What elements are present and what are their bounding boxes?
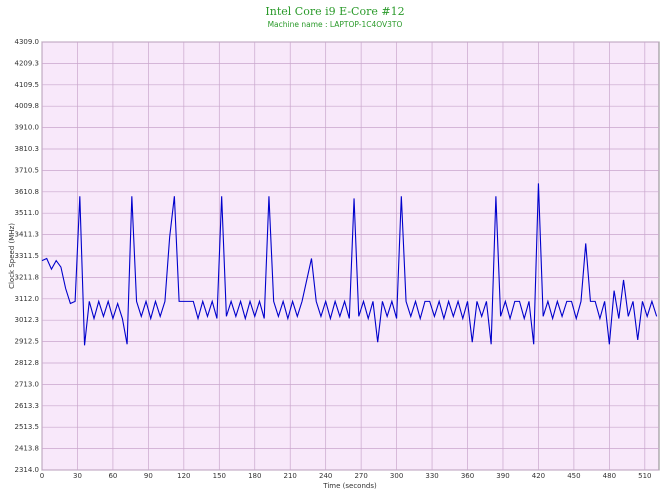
x-tick-label: 120	[177, 472, 190, 480]
y-tick-label: 3610.8	[15, 188, 40, 196]
y-tick-label: 2713.0	[15, 380, 40, 388]
y-tick-label: 2513.5	[15, 423, 40, 431]
x-tick-label: 510	[638, 472, 651, 480]
x-tick-label: 210	[284, 472, 297, 480]
y-tick-label: 2413.8	[15, 445, 40, 453]
chart-title: Intel Core i9 E-Core #12	[265, 5, 404, 18]
y-tick-label: 3311.5	[15, 252, 40, 260]
x-tick-label: 150	[213, 472, 226, 480]
x-tick-label: 60	[108, 472, 117, 480]
y-tick-label: 2613.3	[15, 402, 40, 410]
x-tick-label: 270	[354, 472, 367, 480]
y-tick-label: 2812.8	[15, 359, 40, 367]
y-tick-label: 4209.3	[15, 59, 40, 67]
x-tick-label: 300	[390, 472, 403, 480]
y-tick-label: 3910.0	[15, 124, 40, 132]
y-tick-label: 3511.0	[15, 209, 40, 217]
chart-subtitle: Machine name : LAPTOP-1C4OV3TO	[268, 20, 403, 29]
x-tick-label: 180	[248, 472, 261, 480]
y-tick-label: 3012.3	[15, 316, 40, 324]
x-tick-label: 360	[461, 472, 474, 480]
y-axis-label: Clock Speed (MHz)	[8, 223, 16, 289]
y-tick-label: 4009.8	[15, 102, 40, 110]
x-tick-label: 480	[603, 472, 616, 480]
y-tick-label: 3710.5	[15, 166, 40, 174]
y-tick-label: 3411.3	[15, 231, 40, 239]
x-tick-label: 450	[567, 472, 580, 480]
y-tick-label: 2314.0	[15, 466, 40, 474]
x-tick-label: 0	[40, 472, 44, 480]
x-tick-label: 420	[532, 472, 545, 480]
x-axis-label: Time (seconds)	[322, 482, 377, 490]
series-line	[41, 183, 658, 346]
x-tick-label: 330	[425, 472, 438, 480]
x-tick-label: 30	[73, 472, 82, 480]
y-tick-label: 3211.8	[15, 273, 40, 281]
y-tick-label: 2912.5	[15, 338, 40, 346]
x-tick-label: 240	[319, 472, 332, 480]
y-tick-label: 3112.0	[15, 295, 40, 303]
x-tick-label: 390	[496, 472, 509, 480]
y-tick-label: 3810.3	[15, 145, 40, 153]
y-tick-label: 4109.5	[15, 81, 40, 89]
y-tick-label: 4309.0	[15, 38, 40, 46]
x-tick-label: 90	[144, 472, 153, 480]
